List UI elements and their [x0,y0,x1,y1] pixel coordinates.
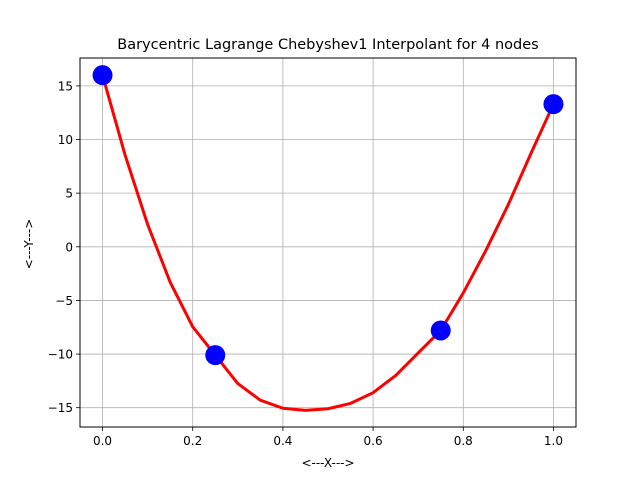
y-axis: −15 −10 −5 0 5 10 15 [48,79,80,415]
y-tick-label: 15 [58,79,73,93]
x-tick-label: 0.6 [364,434,383,448]
chart-title: Barycentric Lagrange Chebyshev1 Interpol… [117,37,538,53]
x-tick-label: 0.0 [93,434,112,448]
y-axis-label: <---Y---> [22,219,36,270]
x-tick-label: 0.8 [454,434,473,448]
curve-layer [101,73,555,412]
node-point [543,94,564,115]
x-axis: 0.0 0.2 0.4 0.6 0.8 1.0 [93,427,563,448]
interpolant-curve [101,73,555,412]
y-tick-label: 5 [65,187,73,201]
node-point [430,320,451,341]
node-point [92,65,113,86]
grid [80,58,576,427]
x-tick-label: 1.0 [544,434,563,448]
points-layer [92,65,564,366]
node-point [205,345,226,366]
y-tick-label: −15 [48,401,73,415]
x-axis-label: <---X---> [301,456,354,470]
y-tick-label: 0 [65,240,73,254]
y-tick-label: −10 [48,348,73,362]
plot-frame [79,57,577,428]
y-tick-label: −5 [55,294,73,308]
y-tick-label: 10 [58,133,73,147]
x-tick-label: 0.4 [273,434,292,448]
x-tick-label: 0.2 [183,434,202,448]
